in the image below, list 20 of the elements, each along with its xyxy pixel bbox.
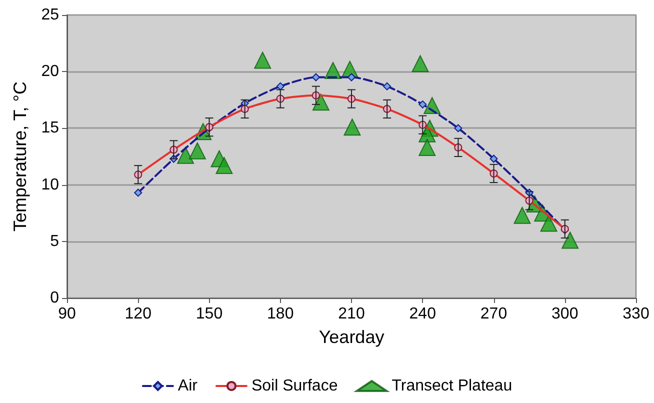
y-axis-title: Temperature, T, °C: [10, 82, 30, 232]
legend-label: Air: [178, 378, 198, 394]
y-tick-label: 25: [41, 6, 60, 24]
x-tick-label: 240: [409, 306, 436, 322]
x-tick-label: 120: [124, 306, 152, 322]
y-tick-label: 15: [41, 120, 60, 137]
y-tick-label: 10: [41, 176, 60, 194]
x-tick-label: 270: [480, 306, 508, 322]
legend-label: Transect Plateau: [392, 378, 512, 394]
x-tick-label: 330: [622, 306, 650, 322]
x-tick-label: 210: [338, 306, 365, 322]
y-tick-label: 0: [50, 290, 60, 306]
x-tick-label: 90: [58, 306, 76, 322]
x-tick-label: 180: [267, 306, 294, 322]
x-tick-label: 150: [196, 306, 223, 322]
legend-label: Soil Surface: [251, 378, 338, 394]
x-axis-title: Yearday: [318, 327, 384, 347]
x-tick-label: 300: [552, 306, 578, 322]
y-tick-label: 5: [50, 232, 60, 250]
y-tick-label: 20: [41, 63, 60, 80]
